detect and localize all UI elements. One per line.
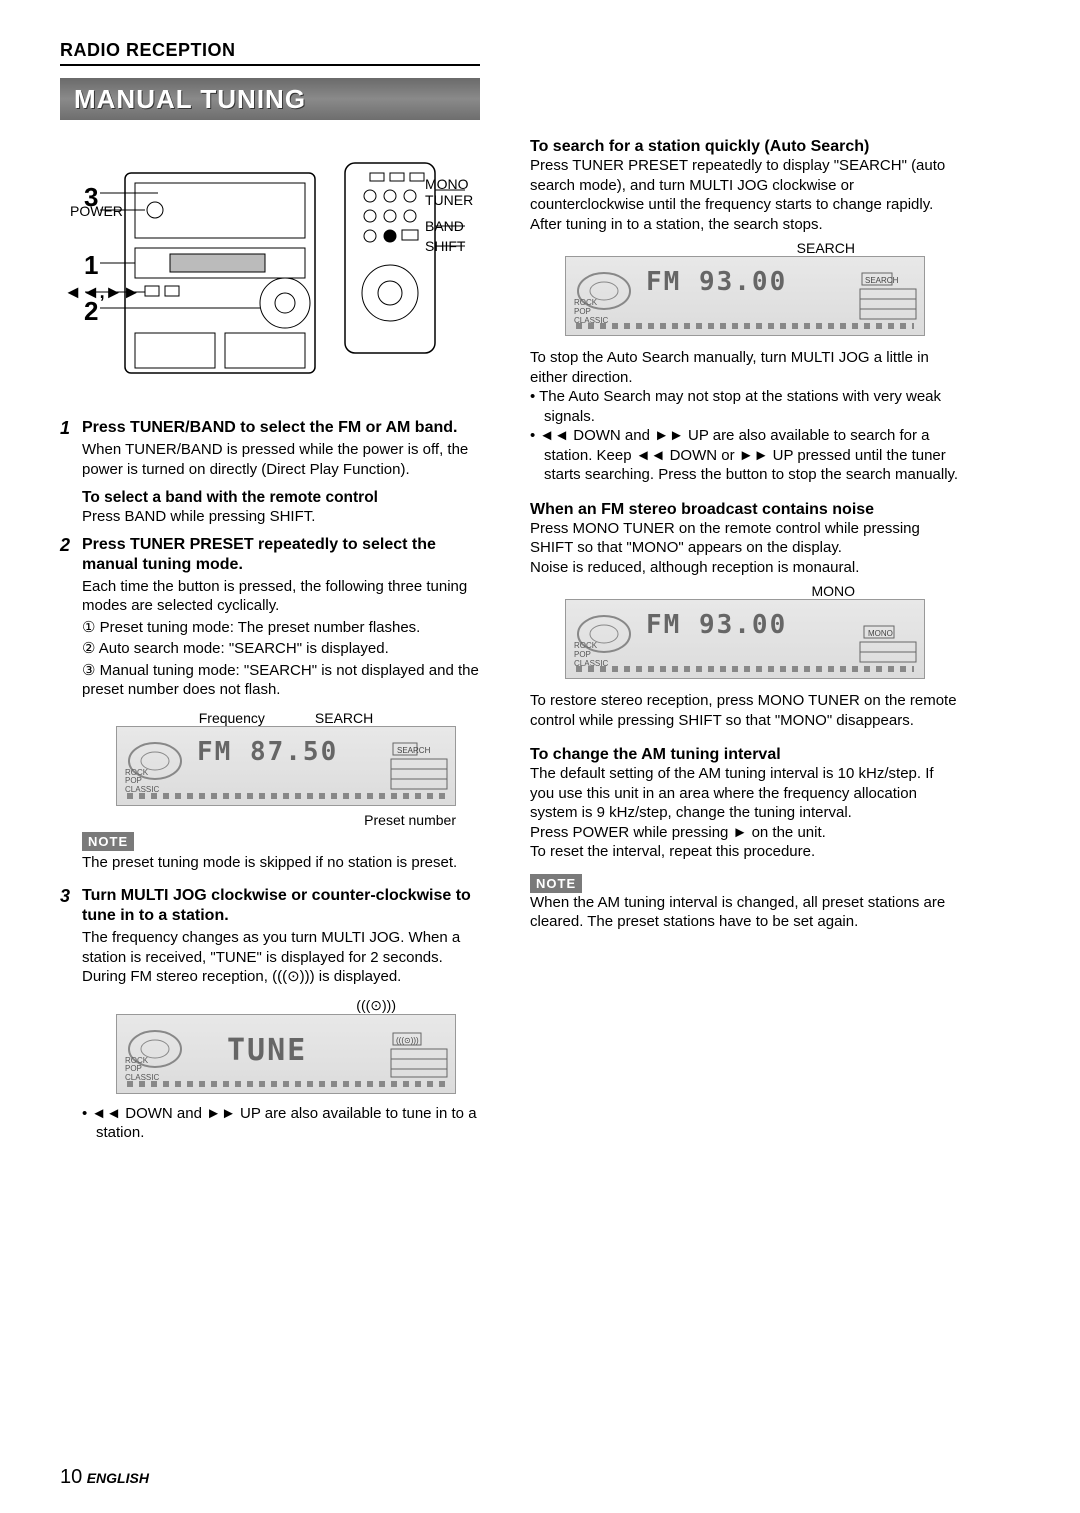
step-1-paragraph: When TUNER/BAND is pressed while the pow… <box>82 440 490 479</box>
right-1-stop: To stop the Auto Search manually, turn M… <box>530 348 960 387</box>
right-2-paragraph: Press MONO TUNER on the remote control w… <box>530 519 960 578</box>
diagram-label-band: BAND <box>425 218 464 234</box>
page-language: ENGLISH <box>87 1470 149 1486</box>
figure-auto-search-callout: SEARCH <box>565 240 925 256</box>
diagram-label-arrows: ◄◄,►► <box>64 282 140 303</box>
right-2-restore: To restore stereo reception, press MONO … <box>530 691 960 730</box>
device-diagram: 3 POWER 1 ◄◄,►► 2 MONO TUNER BAND SHIFT <box>70 148 480 393</box>
step-2-heading: Press TUNER PRESET repeatedly to select … <box>82 535 490 575</box>
diagram-label-power: POWER <box>70 203 123 219</box>
step-2-paragraph: Each time the button is pressed, the fol… <box>82 577 490 616</box>
title-text: MANUAL TUNING <box>74 84 306 115</box>
note-badge-1: NOTE <box>82 832 134 851</box>
svg-text:SEARCH: SEARCH <box>865 276 899 285</box>
step-1: 1 Press TUNER/BAND to select the FM or A… <box>60 418 490 527</box>
svg-text:MONO: MONO <box>868 629 893 638</box>
diagram-label-mono-tuner: MONO TUNER <box>425 176 473 208</box>
step-3: 3 Turn MULTI JOG clockwise or counter-cl… <box>60 886 490 1143</box>
figure-2-callout: (((⊙))) <box>116 997 456 1014</box>
figure-2: (((⊙))) ROCK POP CLASSIC TUNE (((⊙))) <box>116 997 456 1094</box>
step-2: 2 Press TUNER PRESET repeatedly to selec… <box>60 535 490 873</box>
note-1-text: The preset tuning mode is skipped if no … <box>82 853 490 873</box>
page-footer: 10 ENGLISH <box>60 1466 149 1489</box>
note-badge-2: NOTE <box>530 874 582 893</box>
step-1-subhead: To select a band with the remote control <box>82 489 490 507</box>
step-2-mode-3: ③ Manual tuning mode: "SEARCH" is not di… <box>82 661 490 700</box>
figure-auto-search-lcd: FM 93.00 <box>646 267 787 297</box>
section-underline <box>60 64 480 66</box>
section-header: RADIO RECEPTION <box>60 40 1020 61</box>
diagram-label-shift: SHIFT <box>425 238 465 254</box>
figure-2-lcd-text: TUNE <box>227 1033 307 1068</box>
step-3-heading: Turn MULTI JOG clockwise or counter-cloc… <box>82 886 490 926</box>
figure-1-preset-label: Preset number <box>116 812 456 828</box>
figure-1-lcd-text: FM 87.50 <box>197 737 338 767</box>
step-3-bullet: • ◄◄ DOWN and ►► UP are also available t… <box>82 1104 490 1143</box>
step-2-number: 2 <box>60 535 82 873</box>
step-2-mode-1: ① Preset tuning mode: The preset number … <box>82 618 490 638</box>
figure-mono-lcd: FM 93.00 <box>646 610 787 640</box>
step-1-subpara: Press BAND while pressing SHIFT. <box>82 507 490 527</box>
diagram-label-1: 1 <box>84 250 98 281</box>
right-1-paragraph: Press TUNER PRESET repeatedly to display… <box>530 156 960 234</box>
step-3-number: 3 <box>60 886 82 1143</box>
lcd-side-labels: ROCK POP CLASSIC <box>574 299 608 325</box>
step-1-heading: Press TUNER/BAND to select the FM or AM … <box>82 418 490 438</box>
step-3-paragraph: The frequency changes as you turn MULTI … <box>82 928 490 987</box>
lcd-side-labels: ROCK POP CLASSIC <box>574 642 608 668</box>
figure-mono-callout: MONO <box>565 583 925 599</box>
page-number: 10 <box>60 1466 82 1488</box>
svg-text:SEARCH: SEARCH <box>397 746 431 755</box>
right-1-heading: To search for a station quickly (Auto Se… <box>530 138 960 156</box>
step-1-number: 1 <box>60 418 82 527</box>
lcd-side-labels: ROCK POP CLASSIC <box>125 1057 159 1083</box>
figure-1: Frequency SEARCH ROCK POP CLASSIC FM 87.… <box>116 710 456 828</box>
left-column: 3 POWER 1 ◄◄,►► 2 MONO TUNER BAND SHIFT … <box>60 138 490 1151</box>
right-1-bullet-1: • The Auto Search may not stop at the st… <box>530 387 960 426</box>
right-3-paragraph: The default setting of the AM tuning int… <box>530 764 960 862</box>
right-2-heading: When an FM stereo broadcast contains noi… <box>530 501 960 519</box>
svg-text:(((⊙))): (((⊙))) <box>396 1036 419 1045</box>
figure-1-callout-search: SEARCH <box>315 710 373 726</box>
title-bar: MANUAL TUNING <box>60 78 480 120</box>
diagram-label-2: 2 <box>84 296 98 327</box>
right-3-heading: To change the AM tuning interval <box>530 746 960 764</box>
right-column: To search for a station quickly (Auto Se… <box>530 138 960 1151</box>
lcd-side-labels: ROCK POP CLASSIC <box>125 769 159 795</box>
figure-auto-search: SEARCH ROCK POP CLASSIC FM 93.00 SEARCH <box>565 240 925 336</box>
right-1-bullet-2: • ◄◄ DOWN and ►► UP are also available t… <box>530 426 960 485</box>
note-2-text: When the AM tuning interval is changed, … <box>530 893 960 932</box>
figure-1-callout-frequency: Frequency <box>199 710 265 726</box>
figure-mono: MONO ROCK POP CLASSIC FM 93.00 MONO <box>565 583 925 679</box>
step-2-mode-2: ② Auto search mode: "SEARCH" is displaye… <box>82 639 490 659</box>
